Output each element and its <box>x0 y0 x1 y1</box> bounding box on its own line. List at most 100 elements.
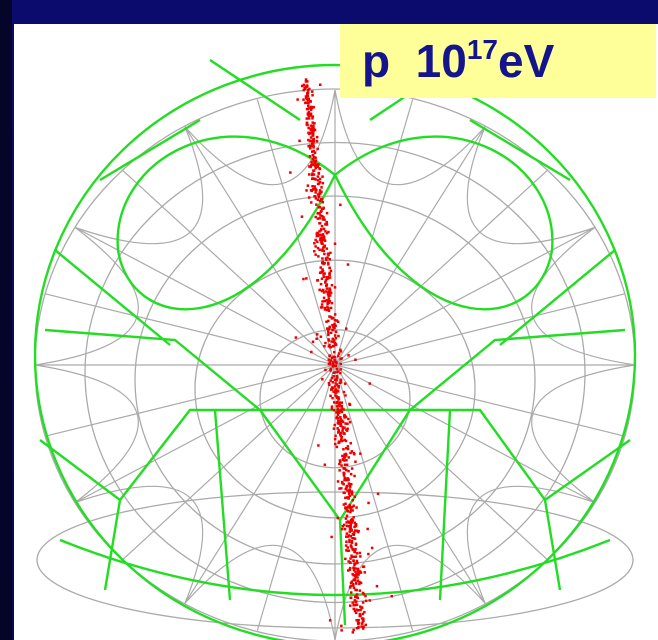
hit <box>315 203 318 206</box>
hit <box>347 263 350 266</box>
meridian <box>45 294 335 365</box>
hit <box>322 182 325 185</box>
hit <box>319 84 322 87</box>
hit <box>335 378 338 381</box>
hit <box>347 470 350 473</box>
hit <box>326 212 329 215</box>
hit <box>326 256 329 259</box>
meridian <box>335 228 595 366</box>
hit <box>326 247 329 250</box>
hit <box>336 383 339 386</box>
hit <box>321 278 324 281</box>
hit <box>320 306 323 309</box>
hit <box>308 115 311 118</box>
hit <box>339 459 342 462</box>
hit <box>312 146 315 149</box>
hit <box>333 427 336 430</box>
hit <box>342 448 345 451</box>
hit <box>359 552 362 555</box>
hit <box>349 586 352 589</box>
arc <box>532 365 635 503</box>
hit <box>301 215 304 218</box>
hit <box>334 313 337 316</box>
hit <box>328 287 331 290</box>
hit <box>346 479 349 482</box>
hit <box>314 245 317 248</box>
meridian <box>123 171 335 365</box>
hit <box>323 228 326 231</box>
hit <box>343 524 346 527</box>
hit <box>311 143 314 146</box>
hit <box>318 167 321 170</box>
hit <box>296 98 299 101</box>
hit <box>321 300 324 303</box>
hit <box>331 388 334 391</box>
hit <box>348 492 351 495</box>
hit <box>317 444 320 447</box>
hit <box>356 604 359 607</box>
hit <box>361 617 364 620</box>
hit <box>352 604 355 607</box>
hit <box>346 506 349 509</box>
hit <box>344 528 347 531</box>
hit <box>319 181 322 184</box>
hit <box>355 573 358 576</box>
hit <box>359 615 362 618</box>
hit <box>335 337 338 340</box>
hit <box>342 428 345 431</box>
hit <box>355 544 358 547</box>
hit <box>311 117 314 120</box>
hit <box>328 358 331 361</box>
hit <box>333 401 336 404</box>
meridian <box>75 365 335 503</box>
meridian <box>335 365 595 503</box>
hit <box>354 461 357 464</box>
hit <box>322 218 325 221</box>
hit <box>334 371 337 374</box>
hit <box>343 456 346 459</box>
hit <box>308 117 311 120</box>
hit <box>330 332 333 335</box>
hit <box>357 627 360 630</box>
particle: p <box>362 35 390 87</box>
hit <box>317 247 320 250</box>
hit <box>308 107 311 110</box>
meridian <box>335 127 485 365</box>
hit <box>391 595 394 598</box>
hit <box>351 509 354 512</box>
hit <box>305 85 308 88</box>
hit <box>337 429 340 432</box>
hit <box>326 221 329 224</box>
hit <box>318 222 321 225</box>
hit <box>330 307 333 310</box>
hit <box>317 235 320 238</box>
hit <box>315 216 318 219</box>
hit <box>324 342 327 345</box>
hit <box>342 432 345 435</box>
hit <box>350 591 353 594</box>
energy-label: p 1017eV <box>340 24 656 98</box>
hit <box>340 379 343 382</box>
hit <box>327 252 330 255</box>
hit <box>344 382 347 385</box>
hit <box>326 277 329 280</box>
hit <box>313 173 316 176</box>
hit <box>311 134 314 137</box>
hit <box>320 186 323 189</box>
meridian <box>257 99 335 365</box>
hit <box>329 346 332 349</box>
hit <box>352 631 355 634</box>
hit <box>339 368 342 371</box>
hit <box>349 495 352 498</box>
hit <box>336 446 339 449</box>
hit <box>322 289 325 292</box>
hit <box>335 344 338 347</box>
hit <box>369 382 372 385</box>
hit <box>321 378 324 381</box>
hit <box>340 381 343 384</box>
hit <box>345 469 348 472</box>
hit <box>316 136 319 139</box>
hit <box>351 506 354 509</box>
hit <box>353 569 356 572</box>
hit <box>357 623 360 626</box>
